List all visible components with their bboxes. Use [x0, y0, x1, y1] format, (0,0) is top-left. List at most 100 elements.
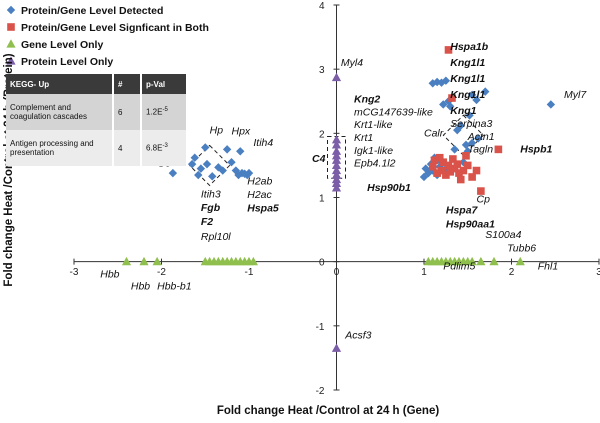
- data-point: [331, 178, 342, 187]
- x-tick-label: 0: [334, 267, 340, 278]
- legend-marker: [6, 39, 16, 48]
- data-point: [331, 72, 342, 82]
- data-point: [152, 256, 162, 266]
- data-point: [331, 140, 342, 149]
- data-point: [331, 155, 342, 164]
- data-point: [456, 121, 465, 130]
- data-point: [453, 125, 462, 135]
- data-point: [441, 76, 451, 85]
- point-annotation: Hspa7: [446, 205, 479, 217]
- point-annotation: S100a4: [485, 229, 521, 241]
- legend-label: Protein/Gene Level Detected: [21, 5, 163, 17]
- data-point: [218, 166, 227, 175]
- kegg-table-header: KEGG- Up # p-Val: [6, 74, 186, 94]
- tick-labels: -3 -2 -1 0 1 2 3 -2 -1 0 1 2 3 4: [70, 1, 600, 397]
- data-point: [467, 256, 477, 266]
- y-tick-label: -1: [316, 322, 325, 333]
- point-annotation: Hbb-b1: [157, 280, 191, 292]
- data-point: [450, 164, 459, 173]
- data-point: [227, 158, 236, 167]
- point-annotation: Krt1-like: [354, 119, 393, 131]
- point-annotation: Fhl1: [538, 260, 558, 272]
- data-point: [208, 172, 217, 181]
- data-point: [331, 134, 342, 144]
- legend-marker: [7, 23, 15, 31]
- data-point: [467, 90, 477, 100]
- point-annotation: Hsp90b1: [367, 182, 411, 194]
- data-point: [476, 256, 486, 266]
- point-annotation: Hbb: [131, 280, 150, 292]
- data-point: [465, 111, 474, 120]
- point-annotation: Tubb6: [507, 242, 536, 254]
- point-annotation: Acsf3: [344, 330, 371, 342]
- point-annotation: Tagln: [468, 144, 493, 156]
- data-point: [331, 170, 342, 179]
- data-point: [494, 145, 503, 154]
- data-point: [449, 155, 457, 163]
- data-point: [450, 145, 459, 154]
- data-point: [472, 95, 481, 105]
- data-point: [231, 166, 241, 175]
- data-point: [331, 183, 342, 192]
- data-point: [439, 158, 448, 167]
- data-point: [214, 163, 223, 172]
- data-point: [477, 187, 485, 195]
- point-annotation: mCG147639-like: [354, 106, 433, 118]
- data-point: [439, 100, 448, 109]
- point-annotation: Hspb1: [520, 144, 552, 156]
- data-point: [515, 256, 525, 266]
- kegg-header-pathway: KEGG- Up: [6, 74, 113, 94]
- data-point: [121, 256, 132, 266]
- legend-label: Protein/Gene Level Signficant in Both: [21, 22, 209, 34]
- data-point: [248, 256, 258, 266]
- data-point: [202, 159, 212, 169]
- data-point: [331, 160, 342, 170]
- point-annotation: Epb4.1l2: [354, 158, 396, 170]
- y-tick-label: 1: [319, 194, 325, 205]
- point-annotation: Hspa1b: [450, 41, 489, 53]
- data-point: [444, 161, 453, 170]
- y-tick-label: 2: [319, 129, 325, 140]
- data-point: [433, 169, 441, 177]
- legend: Protein/Gene Level Detected Protein/Gene …: [6, 5, 209, 68]
- data-point: [546, 100, 556, 109]
- point-annotation: Myl4: [341, 57, 363, 69]
- data-point: [462, 151, 470, 160]
- point-annotation: Rpl10l: [201, 231, 231, 243]
- x-tick-label: 1: [421, 267, 427, 278]
- data-point: [194, 170, 203, 180]
- legend-label: Protein Level Only: [21, 56, 113, 68]
- table-row: Antigen processing and presentation 4 6.…: [6, 130, 186, 166]
- data-point: [421, 164, 430, 173]
- data-point: [331, 165, 342, 175]
- data-point: [453, 160, 462, 168]
- data-point: [222, 145, 232, 154]
- point-annotation: Kng1: [450, 105, 476, 117]
- kegg-table: KEGG- Up # p-Val Complement and coagulat…: [6, 74, 186, 166]
- y-tick-label: -2: [316, 386, 325, 397]
- data-point: [468, 173, 476, 181]
- x-tick-label: -2: [157, 267, 166, 278]
- data-points: [121, 46, 556, 352]
- point-annotation: Hsp90aa1: [446, 219, 495, 231]
- data-point: [456, 175, 465, 184]
- data-point: [459, 166, 468, 175]
- annotations: Hspa1b Kng1l1 Kng1l1 Kng1l1 Kng1 Myl7 Serpina3…: [100, 41, 587, 342]
- point-annotation: C4: [312, 153, 326, 165]
- point-annotation: Itih4: [253, 137, 273, 149]
- point-annotation: H2ac: [247, 189, 272, 201]
- data-point: [331, 343, 342, 352]
- point-annotation: Itih3: [201, 189, 221, 201]
- legend-marker: [6, 56, 16, 65]
- data-point: [331, 146, 342, 155]
- data-point: [201, 143, 210, 152]
- data-point: [472, 166, 481, 175]
- data-point: [236, 147, 245, 156]
- data-point: [190, 153, 199, 162]
- point-annotation: Igk1-like: [354, 145, 393, 157]
- data-point: [428, 162, 437, 171]
- data-point: [437, 78, 446, 87]
- legend-label: Gene Level Only: [21, 39, 103, 51]
- point-annotation: Calr: [424, 128, 444, 140]
- point-annotation: Krt1: [354, 132, 373, 144]
